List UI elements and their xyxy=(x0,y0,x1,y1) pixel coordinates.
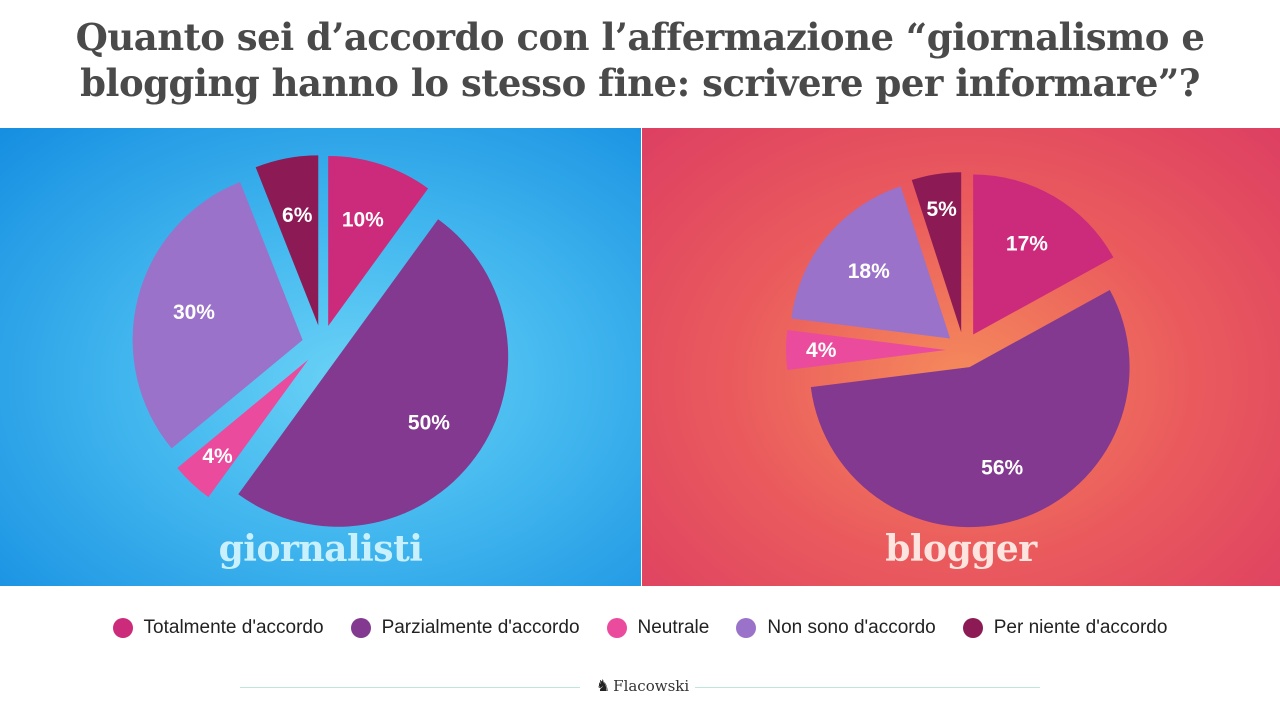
footer-divider-left xyxy=(240,687,580,688)
title-line-1: Quanto sei d’accordo con l’affermazione … xyxy=(75,15,1205,59)
legend-label: Totalmente d'accordo xyxy=(143,617,324,638)
slice-data-label: 10% xyxy=(342,208,384,231)
pie-slice xyxy=(791,186,951,339)
slice-data-label: 6% xyxy=(282,204,313,227)
legend-swatch xyxy=(736,618,757,638)
legend-item: Parzialmente d'accordo xyxy=(350,617,580,639)
legend-label: Neutrale xyxy=(637,617,710,638)
legend-label: Non sono d'accordo xyxy=(767,617,936,638)
chart-title: Quanto sei d’accordo con l’affermazione … xyxy=(0,14,1280,106)
pie-slice xyxy=(810,290,1130,528)
footer: ♞ Flacowski xyxy=(240,676,1040,700)
pie-slice xyxy=(177,359,309,498)
slice-data-label: 17% xyxy=(1006,233,1048,256)
pie-slice xyxy=(911,172,962,333)
legend-item: Per niente d'accordo xyxy=(962,617,1168,639)
panel-blogger: 17% 56% 4% 18% 5% blogger xyxy=(642,128,1280,586)
slice-data-label: 5% xyxy=(926,198,957,221)
brand-name: Flacowski xyxy=(613,676,690,695)
panel-label-blogger: blogger xyxy=(885,528,1037,570)
legend-item: Totalmente d'accordo xyxy=(112,617,324,639)
pie-chart-giornalisti: 10% 50% 4% 30% 6% xyxy=(132,155,509,527)
legend-label: Per niente d'accordo xyxy=(993,617,1168,638)
legend-swatch xyxy=(962,618,983,638)
pie-slice xyxy=(255,155,319,326)
pie-slice xyxy=(328,155,429,326)
slice-data-label: 4% xyxy=(806,339,837,362)
footer-divider-right xyxy=(695,687,1040,688)
slice-data-label: 56% xyxy=(981,457,1023,480)
legend-swatch xyxy=(350,618,371,638)
horse-chess-icon: ♞ xyxy=(595,676,611,695)
pie-slice xyxy=(786,329,946,371)
legend: Totalmente d'accordo Parzialmente d'accor… xyxy=(0,617,1280,639)
title-line-2: blogging hanno lo stesso fine: scrivere … xyxy=(80,61,1200,105)
legend-swatch xyxy=(606,618,627,638)
legend-swatch xyxy=(112,618,133,638)
brand-logo: ♞ Flacowski xyxy=(590,676,695,695)
slice-data-label: 30% xyxy=(173,301,215,324)
pie-slice xyxy=(238,219,509,527)
pie-slice xyxy=(132,181,303,449)
pie-chart-blogger: 17% 56% 4% 18% 5% xyxy=(786,172,1130,528)
legend-item: Neutrale xyxy=(606,617,710,639)
slice-data-label: 50% xyxy=(408,412,450,435)
panel-giornalisti: 10% 50% 4% 30% 6% giornalisti xyxy=(0,128,641,586)
legend-label: Parzialmente d'accordo xyxy=(381,617,580,638)
legend-item: Non sono d'accordo xyxy=(736,617,936,639)
slice-data-label: 4% xyxy=(202,445,233,468)
slice-data-label: 18% xyxy=(848,260,890,283)
panel-label-giornalisti: giornalisti xyxy=(218,528,423,570)
pie-slice xyxy=(973,174,1114,335)
